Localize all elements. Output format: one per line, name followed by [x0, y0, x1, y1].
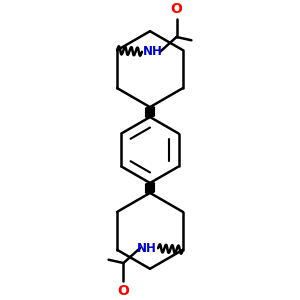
Text: O: O — [118, 284, 129, 298]
Text: NH: NH — [137, 242, 157, 255]
Text: NH: NH — [143, 45, 163, 58]
Text: O: O — [171, 2, 182, 16]
